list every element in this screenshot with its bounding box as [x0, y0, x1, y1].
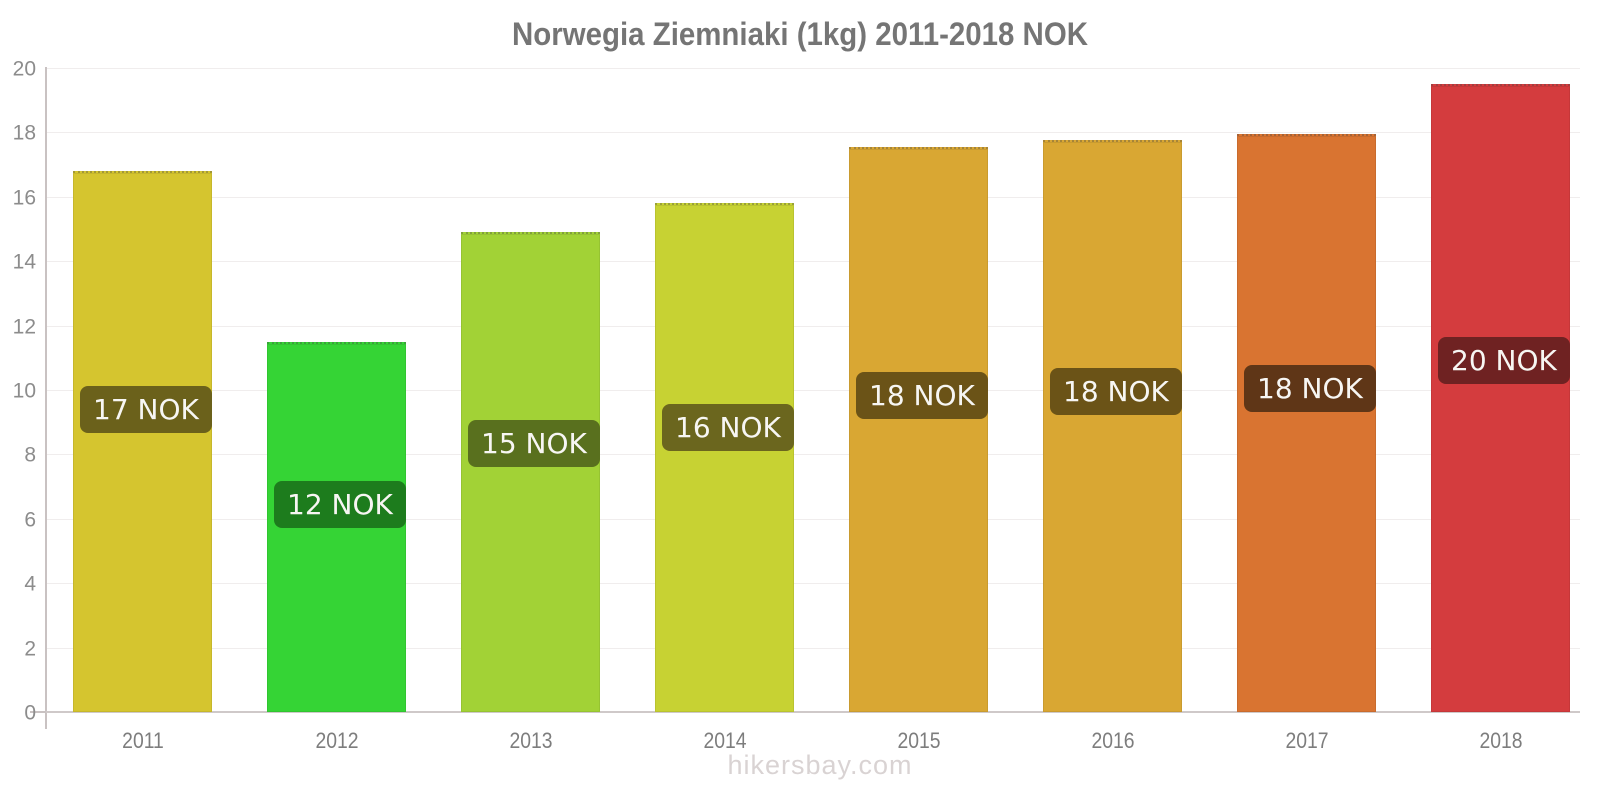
gridline-10	[46, 390, 1580, 391]
bar-value-badge-2018: 20 NOK	[1438, 337, 1570, 384]
y-tick-label-0: 0	[24, 701, 36, 725]
x-tick-label-2015: 2015	[896, 728, 941, 753]
gridline-2	[46, 647, 1580, 649]
bar-2017	[1237, 134, 1376, 712]
y-tick-label-6: 6	[24, 508, 36, 532]
gridline-8	[46, 454, 1580, 456]
gridline-16	[46, 196, 1580, 198]
y-tick-label-2: 2	[24, 637, 36, 661]
y-tick-label-16: 16	[12, 186, 36, 210]
watermark: hikersbay.com	[727, 750, 913, 780]
zero-tick-mark	[30, 711, 46, 713]
gridline-18	[46, 132, 1580, 134]
bar-value-badge-2014: 16 NOK	[662, 404, 794, 451]
bar-value-badge-2017: 18 NOK	[1244, 365, 1376, 412]
y-tick-label-18: 18	[12, 121, 36, 145]
x-tick-label-2011: 2011	[121, 728, 164, 753]
bar-value-badge-2013: 15 NOK	[468, 420, 600, 467]
y-tick-label-8: 8	[24, 443, 36, 467]
x-tick-label-2012: 2012	[314, 728, 359, 753]
y-tick-label-10: 10	[12, 379, 36, 403]
bar-2016	[1043, 140, 1182, 712]
gridline-4	[46, 583, 1580, 585]
bar-2011	[73, 171, 212, 712]
bar-value-badge-2012: 12 NOK	[274, 481, 406, 528]
page-title: Norwegia Ziemniaki (1kg) 2011-2018 NOK	[512, 16, 1088, 52]
x-tick-label-2013: 2013	[508, 728, 553, 753]
bar-2014	[655, 203, 794, 712]
y-tick-label-12: 12	[12, 315, 36, 339]
bar-value-badge-2015: 18 NOK	[856, 372, 988, 419]
x-tick-label-2014: 2014	[702, 728, 747, 753]
bar-value-badge-2011: 17 NOK	[80, 386, 212, 433]
x-tick-label-2018: 2018	[1478, 728, 1523, 753]
bar-value-badge-2016: 18 NOK	[1050, 368, 1182, 415]
y-axis-line	[45, 67, 47, 729]
x-axis-line	[45, 711, 1580, 713]
gridline-20	[46, 68, 1580, 69]
y-tick-label-14: 14	[12, 250, 36, 274]
gridline-6	[46, 518, 1580, 520]
x-tick-label-2016: 2016	[1090, 728, 1135, 753]
bar-2015	[849, 146, 988, 712]
y-tick-label-20: 20	[12, 57, 36, 81]
y-tick-label-4: 4	[24, 572, 36, 596]
bar-2018	[1431, 84, 1570, 712]
gridline-14	[46, 261, 1580, 263]
gridline-12	[46, 325, 1580, 327]
x-tick-label-2017: 2017	[1284, 728, 1329, 753]
bar-2013	[461, 232, 600, 712]
